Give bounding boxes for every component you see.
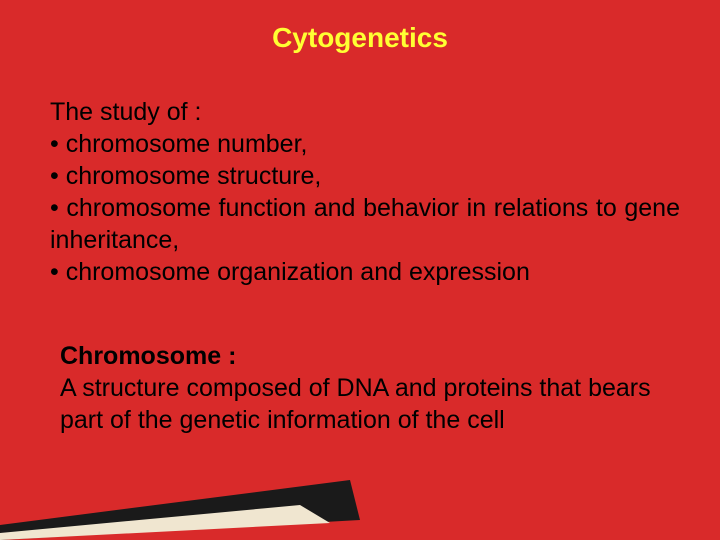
wedge-light-poly xyxy=(0,505,330,540)
bullet-3: chromosome function and behavior in rela… xyxy=(50,194,680,254)
section1-intro: The study of : xyxy=(50,98,201,126)
slide-title: Cytogenetics xyxy=(0,22,720,54)
decorative-wedge-light xyxy=(0,505,330,540)
section-study-of: The study of : • chromosome number, • ch… xyxy=(50,96,680,288)
bullet-2: chromosome structure, xyxy=(66,162,322,190)
slide: Cytogenetics The study of : • chromosome… xyxy=(0,0,720,540)
section2-body: A structure composed of DNA and proteins… xyxy=(60,374,651,434)
section-chromosome: Chromosome : A structure composed of DNA… xyxy=(60,340,670,436)
bullet-1: chromosome number, xyxy=(66,130,308,158)
bullet-4: chromosome organization and expression xyxy=(66,258,530,286)
section2-heading: Chromosome : xyxy=(60,342,236,370)
